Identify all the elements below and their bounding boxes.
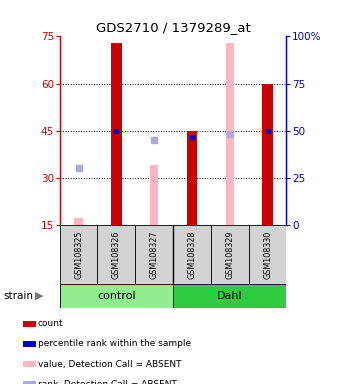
Text: GSM108325: GSM108325 [74, 230, 83, 279]
Bar [211, 225, 249, 284]
Title: GDS2710 / 1379289_at: GDS2710 / 1379289_at [96, 21, 250, 34]
Text: control: control [97, 291, 136, 301]
Text: rank, Detection Call = ABSENT: rank, Detection Call = ABSENT [38, 380, 177, 384]
Bar [111, 43, 122, 225]
Bar [23, 321, 35, 327]
Bar [150, 165, 158, 225]
Bar [23, 361, 35, 367]
Text: percentile rank within the sample: percentile rank within the sample [38, 339, 191, 348]
Text: GSM108328: GSM108328 [188, 230, 196, 278]
Bar [23, 381, 35, 384]
Bar [60, 284, 173, 308]
Bar [262, 84, 273, 225]
Bar [135, 225, 173, 284]
Text: GSM108329: GSM108329 [225, 230, 234, 279]
Bar [226, 43, 234, 225]
Bar [74, 218, 83, 225]
Text: count: count [38, 319, 63, 328]
Text: strain: strain [3, 291, 33, 301]
Bar [60, 225, 98, 284]
Text: ▶: ▶ [35, 291, 43, 301]
Bar [187, 131, 197, 225]
Text: value, Detection Call = ABSENT: value, Detection Call = ABSENT [38, 360, 181, 369]
Bar [173, 225, 211, 284]
Text: GSM108326: GSM108326 [112, 230, 121, 278]
Text: GSM108327: GSM108327 [150, 230, 159, 279]
Bar [98, 225, 135, 284]
Bar [173, 284, 286, 308]
Text: Dahl: Dahl [217, 291, 242, 301]
Text: GSM108330: GSM108330 [263, 230, 272, 278]
Bar [249, 225, 286, 284]
Bar [23, 341, 35, 347]
